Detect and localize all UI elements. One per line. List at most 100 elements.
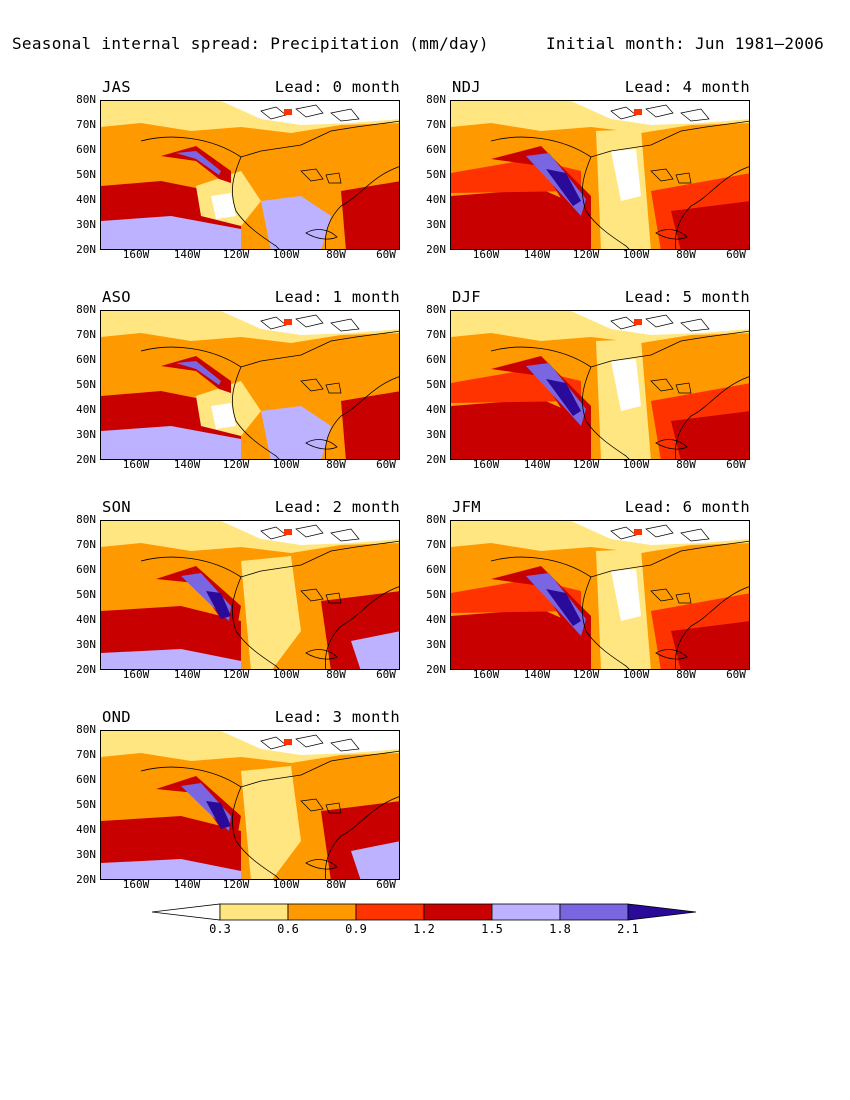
lat-tick-label: 80N — [76, 513, 96, 526]
map-panel: DJF Lead: 5 month 80N 70N 60N 50N 40N 30N 20N 160… — [426, 288, 850, 478]
lat-tick-label: 40N — [76, 403, 96, 416]
lon-tick-label: 80W — [676, 668, 696, 681]
colorbar-swatch — [355, 903, 425, 921]
arctic-spot — [284, 529, 292, 535]
lat-tick-label: 20N — [76, 663, 96, 676]
lat-tick-label: 80N — [76, 303, 96, 316]
lon-tick-label: 140W — [173, 668, 201, 681]
lon-tick-label: 100W — [272, 878, 300, 891]
coastal-ridge — [491, 566, 591, 646]
coastal-ridge — [491, 356, 591, 436]
coastal-peak — [546, 169, 581, 206]
arctic-spot — [284, 319, 292, 325]
coastline-north — [140, 540, 399, 578]
lon-tick-label: 140W — [523, 458, 551, 471]
lat-tick-label: 60N — [76, 563, 96, 576]
lon-tick-label: 60W — [376, 458, 396, 471]
colorbar-swatch — [287, 903, 357, 921]
precip-map — [450, 520, 750, 670]
precip-map — [100, 310, 400, 460]
lat-tick-label: 50N — [426, 378, 446, 391]
panel-season-label: OND — [102, 708, 131, 726]
lon-tick-label: 120W — [222, 668, 250, 681]
panel-lead-label: Lead: 2 month — [274, 498, 400, 516]
colorbar-swatch — [219, 903, 289, 921]
lat-tick-label: 20N — [426, 663, 446, 676]
lat-tick-label: 30N — [76, 638, 96, 651]
lon-tick-label: 160W — [122, 878, 150, 891]
colorbar: 0.3 0.6 0.9 1.2 1.5 1.8 2.1 — [150, 900, 710, 950]
coastline-west — [231, 576, 280, 669]
lat-tick-label: 40N — [426, 193, 446, 206]
colorbar-bar — [151, 903, 697, 921]
lat-tick-label: 20N — [76, 453, 96, 466]
atlantic-high — [341, 181, 399, 249]
lon-tick-label: 160W — [122, 248, 150, 261]
lat-tick-label: 60N — [426, 563, 446, 576]
california-min — [211, 403, 236, 429]
lat-tick-label: 30N — [76, 428, 96, 441]
lat-tick-label: 50N — [76, 378, 96, 391]
lon-tick-label: 100W — [272, 248, 300, 261]
coastline-west — [231, 366, 280, 459]
lat-tick-label: 70N — [76, 118, 96, 131]
tropical-pacific — [101, 426, 241, 459]
map-panel: JAS Lead: 0 month 80N 70N 60N 50N 40N 30N 20N 160… — [76, 78, 500, 268]
coastal-peak — [546, 379, 581, 416]
lon-tick-label: 100W — [622, 668, 650, 681]
atlantic-high — [671, 201, 749, 249]
lat-tick-label: 40N — [76, 823, 96, 836]
coastline-east — [324, 796, 399, 879]
precip-map — [100, 730, 400, 880]
lat-tick-label: 80N — [426, 513, 446, 526]
plains-min — [611, 359, 641, 411]
lat-tick-label: 20N — [76, 873, 96, 886]
coastal-ridge — [161, 146, 231, 183]
california-min — [211, 193, 236, 219]
panel-lead-label: Lead: 3 month — [274, 708, 400, 726]
coastal-peak — [206, 591, 231, 619]
lon-tick-label: 100W — [622, 248, 650, 261]
panel-lead-label: Lead: 4 month — [624, 78, 750, 96]
lat-tick-label: 30N — [76, 218, 96, 231]
coastline-north — [490, 330, 749, 368]
coastline-west — [231, 786, 280, 879]
lat-tick-label: 30N — [76, 848, 96, 861]
lon-tick-label: 120W — [222, 458, 250, 471]
arctic-low-spread — [221, 731, 399, 755]
coastline-north — [140, 120, 399, 158]
lat-tick-label: 30N — [426, 428, 446, 441]
lon-tick-label: 60W — [376, 248, 396, 261]
coastline-west — [231, 156, 280, 249]
lon-tick-label: 80W — [676, 248, 696, 261]
colorbar-level-label: 0.6 — [277, 922, 299, 936]
lon-tick-label: 140W — [523, 248, 551, 261]
gulf-coast — [655, 649, 688, 660]
lon-tick-label: 160W — [472, 668, 500, 681]
precip-map — [450, 310, 750, 460]
lon-tick-label: 160W — [472, 248, 500, 261]
gulf-coast — [305, 859, 338, 870]
panel-lead-label: Lead: 1 month — [274, 288, 400, 306]
lon-tick-label: 60W — [726, 668, 746, 681]
lon-tick-label: 100W — [272, 458, 300, 471]
coastal-peak — [206, 801, 231, 829]
atlantic-high — [671, 411, 749, 459]
coastline-east — [324, 376, 399, 459]
plains-min — [611, 149, 641, 201]
coastline-east — [674, 166, 749, 249]
coastline-east — [324, 166, 399, 249]
coastal-core — [176, 151, 221, 175]
lon-tick-label: 160W — [122, 458, 150, 471]
atlantic-tropical — [351, 631, 399, 669]
panel-season-label: JFM — [452, 498, 481, 516]
panel-season-label: NDJ — [452, 78, 481, 96]
lon-tick-label: 60W — [726, 248, 746, 261]
precip-map — [100, 520, 400, 670]
canada-band — [251, 133, 361, 171]
coastal-ridge — [161, 356, 231, 393]
colorbar-level-label: 0.3 — [209, 922, 231, 936]
coastal-ridge — [491, 146, 591, 226]
lat-tick-label: 20N — [426, 453, 446, 466]
atlantic-tropical — [351, 841, 399, 879]
